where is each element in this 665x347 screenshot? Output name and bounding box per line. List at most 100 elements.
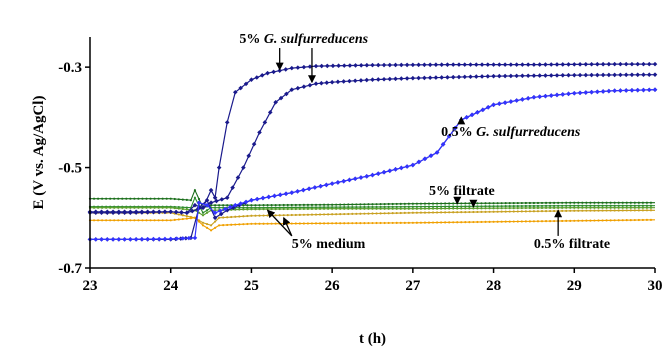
data-point <box>266 204 269 207</box>
data-point <box>331 222 334 225</box>
data-point <box>387 205 390 208</box>
data-point <box>561 209 564 213</box>
data-point <box>125 219 128 222</box>
data-point <box>557 204 560 207</box>
data-point <box>641 206 644 209</box>
data-point <box>121 206 124 209</box>
data-point <box>214 220 217 223</box>
data-point <box>237 202 242 208</box>
data-point <box>352 176 358 182</box>
data-point <box>492 207 495 210</box>
data-point <box>110 237 116 242</box>
data-point <box>464 115 469 120</box>
data-point <box>601 201 604 204</box>
data-point <box>460 211 463 214</box>
data-point <box>625 219 628 222</box>
data-point <box>371 221 374 225</box>
data-point <box>310 203 314 206</box>
data-point <box>488 210 491 213</box>
data-point <box>204 202 210 208</box>
data-point <box>468 205 471 208</box>
data-point <box>209 204 213 207</box>
data-point <box>387 221 390 225</box>
data-point <box>129 219 132 222</box>
data-point <box>319 80 324 86</box>
data-point <box>485 105 491 110</box>
data-point <box>177 207 180 210</box>
data-point <box>363 212 366 215</box>
data-point <box>561 206 564 209</box>
data-point <box>193 196 197 199</box>
data-point <box>339 206 342 209</box>
data-point <box>597 201 600 204</box>
data-point <box>516 201 519 205</box>
data-point <box>351 207 354 210</box>
data-point <box>464 211 467 214</box>
data-point <box>335 203 338 206</box>
data-point <box>295 85 301 91</box>
data-point <box>557 201 560 204</box>
data-point <box>593 209 596 212</box>
data-point <box>347 206 350 209</box>
data-point <box>600 72 606 78</box>
data-point <box>238 201 243 206</box>
data-point <box>464 205 467 208</box>
data-point <box>597 209 600 212</box>
data-point <box>266 194 272 200</box>
data-point <box>496 220 499 223</box>
data-point <box>363 203 366 206</box>
data-point <box>161 197 164 200</box>
data-point <box>645 218 649 221</box>
data-point <box>641 201 644 204</box>
data-point <box>415 207 418 210</box>
data-point <box>565 219 568 222</box>
data-point <box>322 206 326 209</box>
data-point <box>440 142 446 147</box>
data-point <box>125 197 128 200</box>
data-point <box>444 202 447 205</box>
data-point <box>355 222 358 225</box>
data-point <box>327 213 330 216</box>
data-point <box>601 204 604 207</box>
data-point <box>189 208 195 214</box>
data-point <box>105 197 108 200</box>
data-point <box>227 204 233 210</box>
data-point <box>601 209 604 212</box>
data-point <box>528 210 531 213</box>
data-point <box>456 221 459 224</box>
data-point <box>593 206 596 209</box>
data-point <box>270 208 273 211</box>
data-point <box>448 202 451 205</box>
data-point <box>254 214 257 217</box>
data-point <box>133 219 136 222</box>
data-point <box>226 204 229 207</box>
data-point <box>593 219 596 222</box>
data-point <box>460 207 463 210</box>
data-point <box>271 69 276 75</box>
data-point <box>641 87 646 93</box>
data-point <box>484 205 487 208</box>
data-point <box>508 202 511 205</box>
data-point <box>633 201 636 204</box>
data-point <box>500 205 503 208</box>
annotation-0: 5% G. sulfurreducens <box>239 32 369 84</box>
data-point <box>355 205 358 209</box>
data-point <box>524 201 527 205</box>
data-point <box>214 209 217 212</box>
data-point <box>270 204 273 207</box>
data-point <box>318 207 322 210</box>
data-point <box>125 206 128 209</box>
data-point <box>375 62 381 68</box>
data-point <box>218 204 221 207</box>
data-point <box>92 206 96 209</box>
data-point <box>181 214 184 217</box>
data-point <box>129 206 132 209</box>
data-point <box>375 171 381 176</box>
data-point <box>452 221 455 224</box>
data-point <box>585 219 588 222</box>
data-point <box>569 201 572 204</box>
data-point <box>601 206 604 209</box>
data-point <box>184 210 190 216</box>
data-point <box>197 197 201 201</box>
data-point <box>113 197 116 200</box>
